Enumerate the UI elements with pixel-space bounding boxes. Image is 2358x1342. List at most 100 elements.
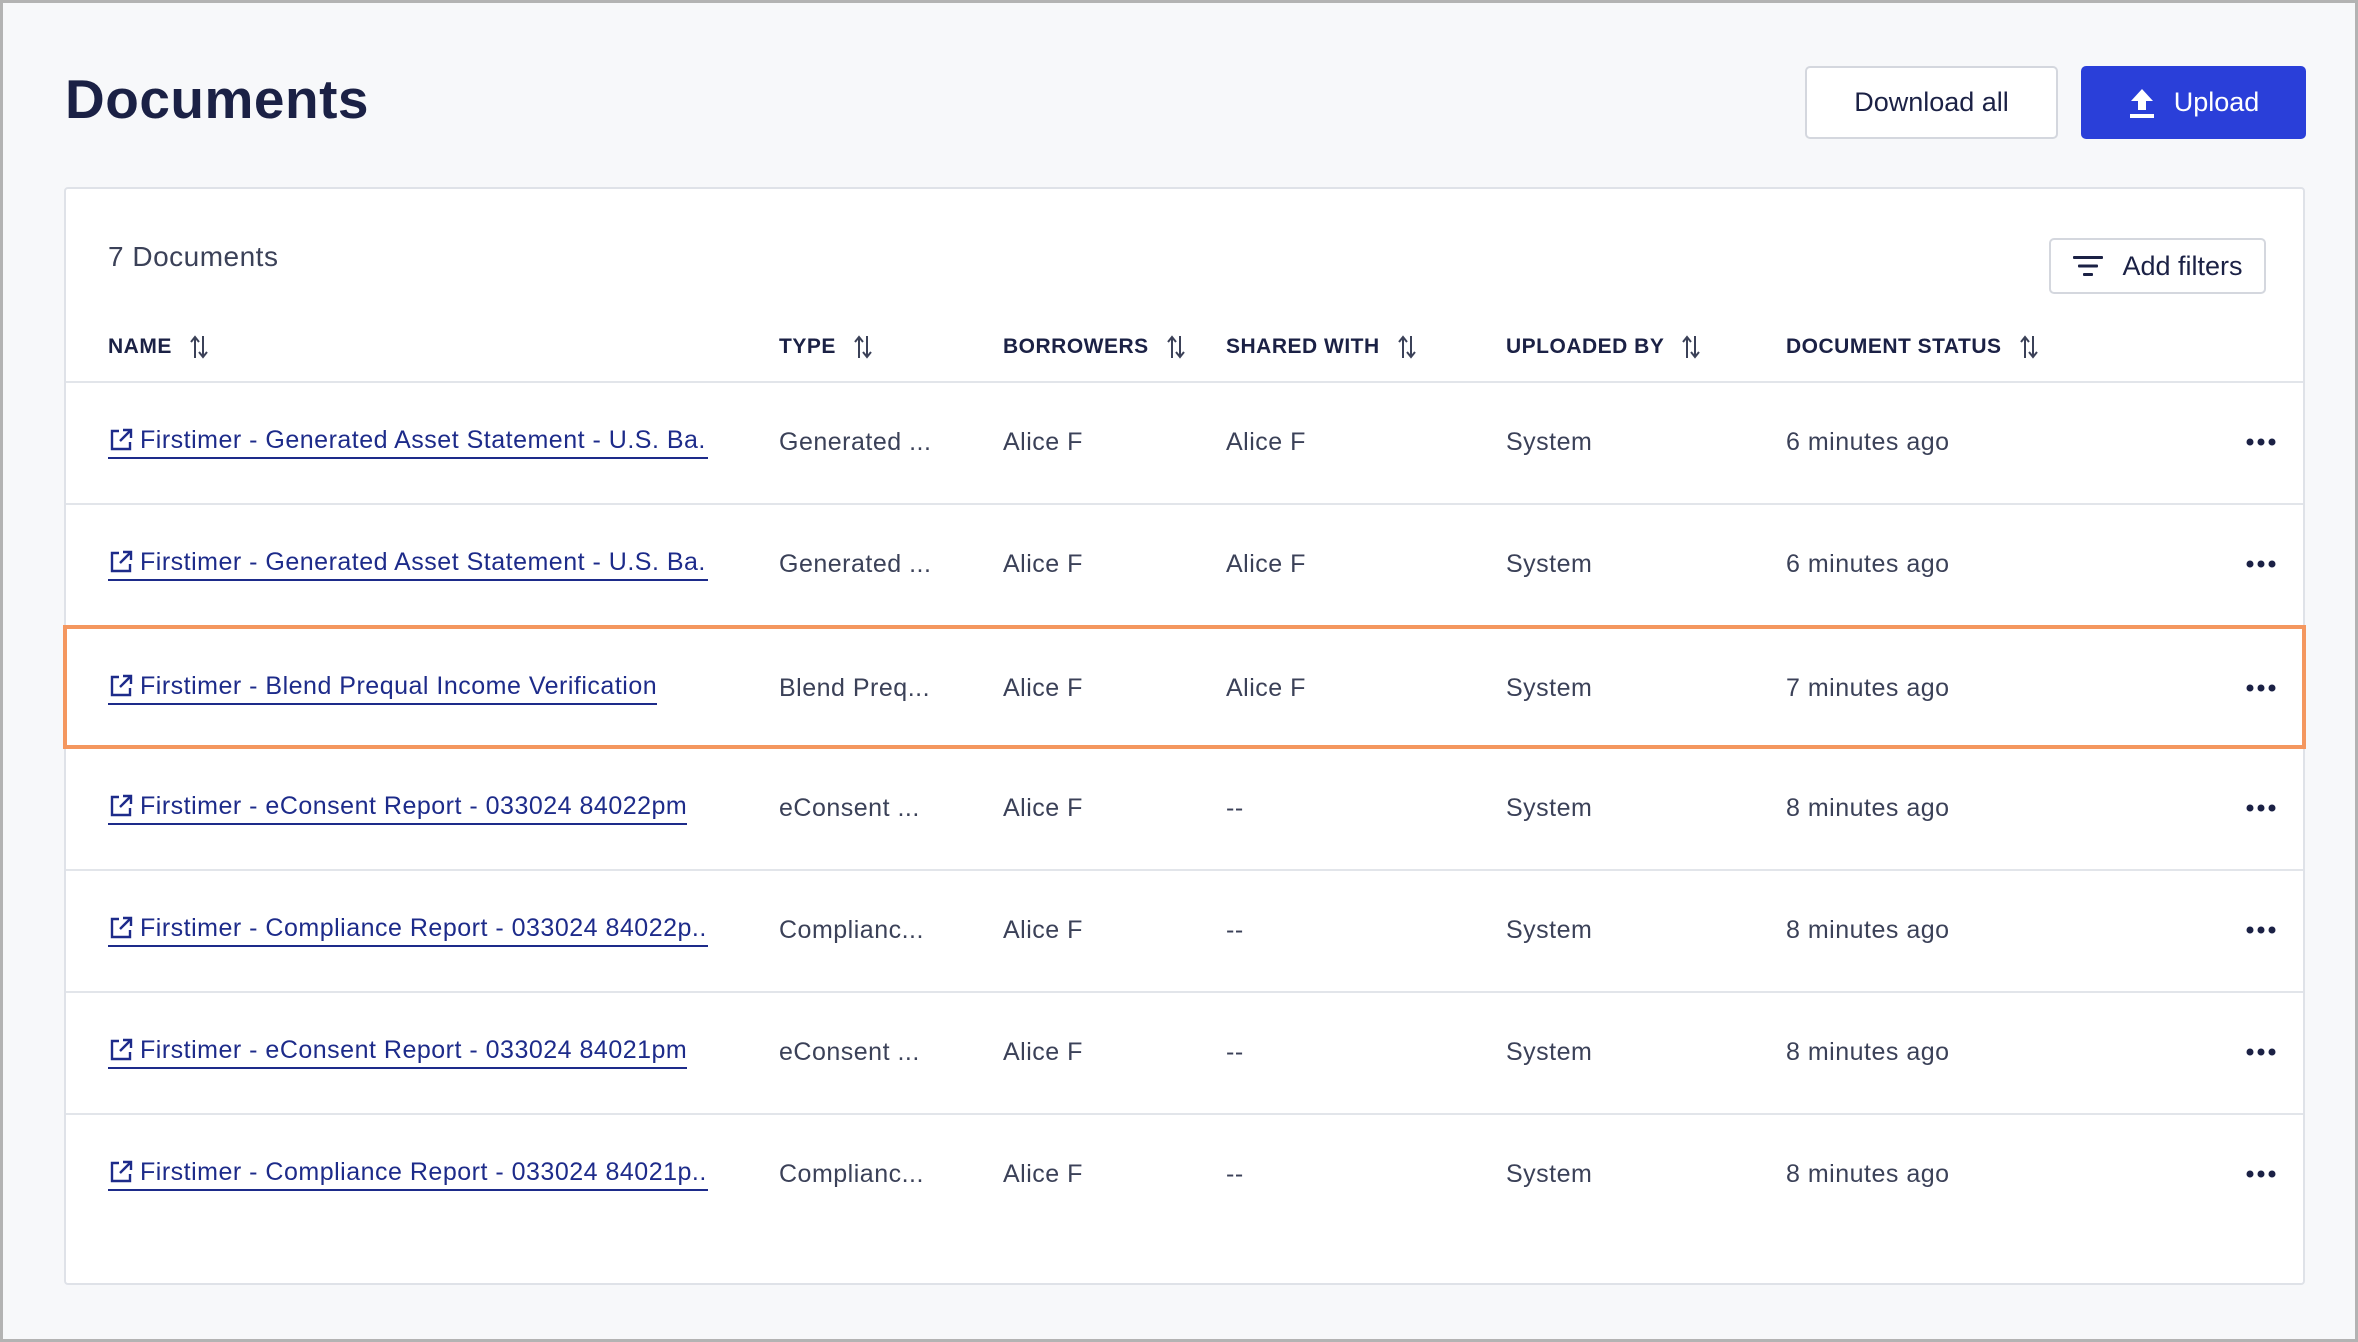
name-cell: Firstimer - Generated Asset Statement - … [108,505,708,623]
borrowers-cell: Alice F [1003,427,1083,456]
document-status-cell: 8 minutes ago [1786,1159,1950,1188]
column-header-label: SHARED WITH [1226,335,1380,358]
external-link-icon [110,674,133,697]
column-header-label: DOCUMENT STATUS [1786,335,2002,358]
document-status-cell: 6 minutes ago [1786,549,1950,578]
type-cell: Generated ... [779,549,929,578]
table-row[interactable]: Firstimer - Generated Asset Statement - … [66,383,2303,505]
row-actions-button[interactable] [2246,749,2276,867]
table-row[interactable]: Firstimer - eConsent Report - 033024 840… [66,993,2303,1115]
document-link[interactable]: Firstimer - eConsent Report - 033024 840… [108,1035,688,1069]
uploaded-by-cell: System [1506,427,1593,456]
document-link[interactable]: Firstimer - Generated Asset Statement - … [108,548,708,581]
table-row[interactable]: Firstimer - Generated Asset Statement - … [66,505,2303,627]
uploaded-by-cell: System [1506,793,1593,822]
row-actions-button[interactable] [2246,505,2276,623]
add-filters-label: Add filters [2122,250,2243,281]
upload-button[interactable]: Upload [2081,66,2306,139]
sort-icon[interactable] [1165,334,1187,360]
table-row[interactable]: Firstimer - eConsent Report - 033024 840… [66,749,2303,871]
sort-icon[interactable] [852,334,874,360]
shared-with-cell: -- [1226,1037,1244,1066]
document-name: Firstimer - Compliance Report - 033024 8… [140,1157,708,1186]
upload-icon [2129,88,2154,118]
add-filters-button[interactable]: Add filters [2049,238,2266,294]
column-header-label: BORROWERS [1003,335,1149,358]
external-link-icon [110,1160,133,1183]
borrowers-cell: Alice F [1003,549,1083,578]
more-options-icon [2246,804,2276,812]
document-status-cell: 6 minutes ago [1786,427,1950,456]
column-header-borrowers[interactable]: BORROWERS [1003,327,1187,367]
column-header-uploaded-by[interactable]: UPLOADED BY [1506,327,1702,367]
type-cell: Blend Preq... [779,673,929,702]
row-actions-button[interactable] [2246,383,2276,501]
filter-icon [2073,256,2104,276]
document-link[interactable]: Firstimer - Generated Asset Statement - … [108,426,708,459]
name-cell: Firstimer - Generated Asset Statement - … [108,383,708,501]
document-name: Firstimer - Blend Prequal Income Verific… [140,671,658,700]
column-header-type[interactable]: TYPE [779,327,874,367]
row-actions-button[interactable] [2246,629,2276,747]
external-link-icon [110,550,133,573]
row-actions-button[interactable] [2246,1115,2276,1233]
row-actions-button[interactable] [2246,993,2276,1111]
shared-with-cell: Alice F [1226,427,1306,456]
borrowers-cell: Alice F [1003,915,1083,944]
column-header-document-status[interactable]: DOCUMENT STATUS [1786,327,2040,367]
external-link-icon [110,1038,133,1061]
document-link[interactable]: Firstimer - Blend Prequal Income Verific… [108,671,658,705]
documents-table-card: 7 Documents Add filters NAME TYPE BORROW… [63,187,2306,1285]
name-cell: Firstimer - Compliance Report - 033024 8… [108,1115,708,1233]
external-link-icon [110,428,133,451]
more-options-icon [2246,684,2276,692]
document-status-cell: 8 minutes ago [1786,793,1950,822]
page-title: Documents [65,68,369,130]
column-header-shared-with[interactable]: SHARED WITH [1226,327,1418,367]
table-row[interactable]: Firstimer - Compliance Report - 033024 8… [66,1115,2303,1237]
download-all-button[interactable]: Download all [1805,66,2058,139]
column-header-label: NAME [108,335,172,358]
borrowers-cell: Alice F [1003,1159,1083,1188]
type-cell: eConsent ... [779,1037,920,1066]
external-link-icon [110,794,133,817]
sort-icon[interactable] [2018,334,2040,360]
document-name: Firstimer - Generated Asset Statement - … [140,425,708,454]
type-cell: eConsent ... [779,793,920,822]
upload-button-label: Upload [2173,87,2260,117]
document-status-cell: 8 minutes ago [1786,1037,1950,1066]
document-name: Firstimer - Generated Asset Statement - … [140,547,708,576]
borrowers-cell: Alice F [1003,673,1083,702]
table-row[interactable]: Firstimer - Compliance Report - 033024 8… [66,871,2303,993]
document-name: Firstimer - eConsent Report - 033024 840… [140,1035,688,1064]
more-options-icon [2246,438,2276,446]
shared-with-cell: Alice F [1226,673,1306,702]
uploaded-by-cell: System [1506,673,1593,702]
column-header-label: TYPE [779,335,836,358]
document-count: 7 Documents [108,241,279,272]
document-link[interactable]: Firstimer - Compliance Report - 033024 8… [108,1158,708,1191]
sort-icon[interactable] [188,334,210,360]
header-divider [66,381,2303,383]
shared-with-cell: Alice F [1226,549,1306,578]
column-header-name[interactable]: NAME [108,327,210,367]
more-options-icon [2246,926,2276,934]
name-cell: Firstimer - Blend Prequal Income Verific… [108,629,708,747]
document-link[interactable]: Firstimer - Compliance Report - 033024 8… [108,914,708,947]
sort-icon[interactable] [1680,334,1702,360]
document-link[interactable]: Firstimer - eConsent Report - 033024 840… [108,792,688,825]
document-status-cell: 7 minutes ago [1786,673,1950,702]
shared-with-cell: -- [1226,915,1244,944]
uploaded-by-cell: System [1506,1159,1593,1188]
name-cell: Firstimer - eConsent Report - 033024 840… [108,993,708,1111]
table-row-highlighted[interactable]: Firstimer - Blend Prequal Income Verific… [63,625,2306,749]
sort-icon[interactable] [1396,334,1418,360]
uploaded-by-cell: System [1506,1037,1593,1066]
document-name: Firstimer - Compliance Report - 033024 8… [140,913,708,942]
borrowers-cell: Alice F [1003,793,1083,822]
name-cell: Firstimer - eConsent Report - 033024 840… [108,749,708,867]
name-cell: Firstimer - Compliance Report - 033024 8… [108,871,708,989]
external-link-icon [110,916,133,939]
row-actions-button[interactable] [2246,871,2276,989]
